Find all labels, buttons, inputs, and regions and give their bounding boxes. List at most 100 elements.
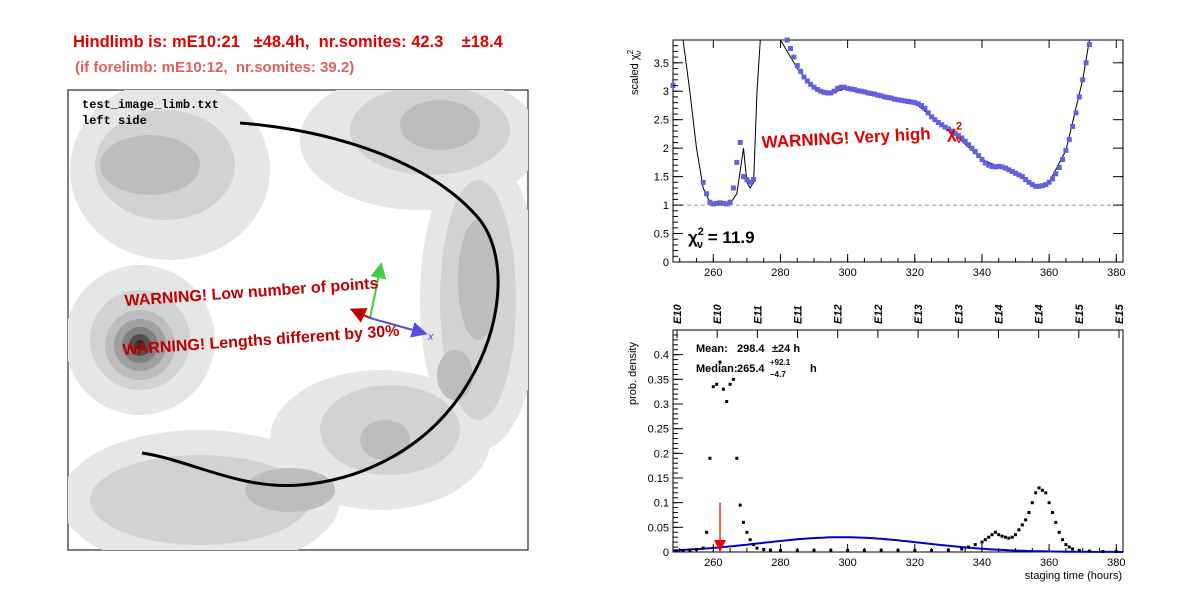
prob-point [725,400,729,403]
stat-median-minus: −4.7 [770,370,786,379]
chi2-point [791,54,797,60]
x-tick-label: 280 [771,267,789,279]
chi2-point [905,99,911,104]
chi2-point [1086,42,1092,48]
x-tick-label: 300 [838,267,856,279]
chi2-warning: WARNING! Very high χ2ν [761,121,963,156]
chi2-point [962,138,968,144]
chi2-point [1056,165,1062,170]
top-axis-label: E14 [1034,304,1046,324]
stat-mean-label: Mean: [696,343,728,355]
chi2-point [845,85,851,91]
orientation-arrow-blue [369,317,428,338]
prob-point [681,549,685,552]
chi2-point [851,87,857,92]
x-tick-label: 340 [973,267,991,279]
chi2-point [848,86,854,92]
prob-point [768,548,772,552]
chi2-point [922,105,928,111]
chi2-point [825,90,830,96]
prob-point [1047,501,1051,505]
prob-point [1061,538,1065,542]
orientation-arrow-green [369,262,387,319]
chi2-point [992,164,998,170]
chi2-point [818,88,824,94]
top-axis-label: E12 [833,304,845,324]
image-side: left side [82,114,147,128]
prob-point [742,520,745,524]
y-tick-label: 0.4 [654,350,669,362]
prob-point [1087,549,1091,553]
prob-x-axis-label: staging time (hours) [1025,570,1122,582]
chi2-point [959,135,965,141]
prob-x-ticks: 260 280 300 320 340 360 380 [679,544,1125,569]
top-axis-label: E15 [1114,304,1126,324]
chi2-point [831,88,837,94]
y-tick-label: 0.35 [648,374,669,386]
y-tick-label: 2.5 [654,115,669,127]
prob-point [1101,550,1105,553]
prob-point [715,382,719,386]
y-tick-label: 0.2 [654,448,669,460]
chi2-point [788,46,793,51]
prob-point [1000,534,1004,538]
prob-point [738,503,742,507]
stat-median-value: 265.4 [737,363,765,375]
top-axis-label: E14 [993,304,1005,324]
chi2-point [919,103,924,108]
prob-point [980,540,984,544]
chi2-point [1023,177,1029,182]
chi2-point [1039,183,1045,189]
y-tick-label: 1.5 [654,172,669,184]
x-tick-label: 360 [1040,557,1058,569]
chi2-point [979,157,985,162]
prob-point [1054,520,1058,524]
stat-median-label: Median: [696,363,738,375]
chi2-point [1016,172,1022,178]
chi2-point [1046,179,1052,185]
chi2-point [915,101,921,107]
chi2-point [1013,170,1018,176]
x-tick-label: 260 [704,557,722,569]
chi2-point [720,200,726,206]
chi2-point [986,162,992,168]
chi2-value: χ2 ν = 11.9 [688,226,755,251]
image-filename: test_image_limb.txt [82,98,219,112]
chi2-point [737,140,743,145]
embryonic-day-axis: E10 E10 E11 E11 E12 E12 E13 E13 E14 E14 E15 E15 [672,304,1126,338]
top-axis-label: E11 [752,305,764,324]
prob-point [987,535,991,539]
prob-point [731,377,735,381]
prob-point [1017,528,1021,532]
prob-point [1007,536,1011,540]
x-tick-label: 340 [973,557,991,569]
prob-point [674,549,678,553]
chi2-point [1063,147,1069,153]
chi2-point [861,89,867,95]
prob-point [708,456,712,460]
y-tick-label: 0.15 [648,473,669,485]
prob-point [1051,511,1054,514]
chi2-point [955,133,961,139]
prob-point [1034,491,1038,495]
chi2-point [710,201,716,207]
y-tick-label: 0 [663,257,669,269]
chi2-point [811,84,817,90]
axis-x-label: x [427,331,434,343]
chi2-point [982,160,988,166]
prob-point [705,530,709,534]
x-tick-label: 260 [704,267,722,279]
chi2-point [747,179,753,185]
chi2-point [952,130,958,136]
orientation-arrow-red [349,308,371,323]
prob-point [1004,535,1007,539]
chi2-point [858,88,864,94]
chi2-point [865,90,871,96]
prob-point [1067,545,1071,549]
x-tick-label: 320 [906,557,924,569]
y-tick-label: 0.1 [654,498,669,510]
chi2-point [821,89,827,95]
top-axis-label: E13 [913,304,925,324]
chi2-point [835,85,841,91]
